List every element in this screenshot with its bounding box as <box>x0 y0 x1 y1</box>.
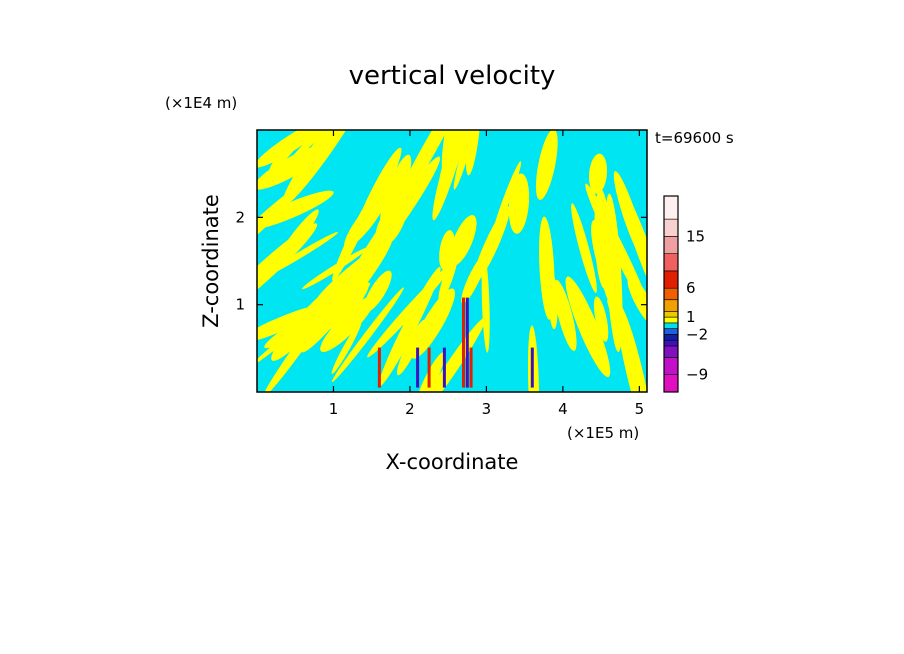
positive-band <box>389 130 468 219</box>
colorbar: 15 6 1−2 −9 <box>663 195 708 393</box>
positive-band <box>588 188 619 253</box>
colorbar-level <box>663 322 679 329</box>
colorbar-level <box>663 236 679 254</box>
positive-band <box>539 216 555 320</box>
positive-band <box>348 156 441 286</box>
positive-band <box>271 278 348 361</box>
positive-band <box>599 254 613 304</box>
colorbar-level <box>663 253 679 272</box>
colorbar-label: −2 <box>686 325 708 343</box>
colorbar-level <box>663 374 679 393</box>
positive-band <box>565 276 611 378</box>
x-tick-label: 5 <box>635 400 645 418</box>
colorbar-level <box>663 345 679 358</box>
intense-cells <box>377 297 534 388</box>
positive-band <box>481 253 490 353</box>
y-axis-label: Z-coordinate <box>199 194 223 328</box>
colorbar-level <box>663 299 679 312</box>
positive-band <box>449 215 477 266</box>
colorbar-level <box>663 339 679 347</box>
intense-cell <box>469 347 473 388</box>
positive-band <box>439 230 455 271</box>
colorbar-label: 6 <box>686 279 696 297</box>
x-tick-label: 2 <box>405 400 415 418</box>
intense-cell <box>530 347 534 388</box>
positive-band <box>353 147 402 240</box>
positive-band <box>593 296 609 342</box>
intense-cell <box>377 347 381 388</box>
chart-title: vertical velocity <box>349 61 556 91</box>
y-tick-label: 2 <box>235 208 245 226</box>
positive-band <box>588 153 608 194</box>
colorbar-frame <box>663 195 679 393</box>
positive-band <box>260 231 339 279</box>
positive-band <box>411 288 455 359</box>
y-tick-label: 1 <box>235 296 245 314</box>
positive-band <box>617 181 647 318</box>
colorbar-level <box>663 218 679 237</box>
positive-band <box>396 319 426 376</box>
positive-band <box>277 209 319 263</box>
colorbar-label: 15 <box>686 227 705 245</box>
intense-cell <box>416 347 420 388</box>
x-axis-ticks: 1 2 3 4 5 <box>329 130 644 418</box>
intense-cell <box>427 347 431 388</box>
positive-band <box>363 270 392 312</box>
positive-band <box>453 130 482 190</box>
positive-band <box>281 130 370 207</box>
y-axis-ticks: 12 <box>235 208 647 314</box>
colorbar-level <box>663 357 679 375</box>
x-tick-label: 4 <box>558 400 568 418</box>
colorbar-level <box>663 328 679 335</box>
plot-frame <box>256 129 648 393</box>
colorbar-label: 1 <box>686 308 696 326</box>
colorbar-level <box>663 287 679 301</box>
positive-band <box>320 295 376 353</box>
positive-band <box>331 287 404 383</box>
positive-band <box>461 253 487 304</box>
velocity-field <box>257 130 647 392</box>
colorbar-level <box>663 334 679 341</box>
intense-cell <box>462 297 465 388</box>
colorbar-level <box>663 270 679 289</box>
x-axis-label: X-coordinate <box>386 450 519 474</box>
positive-band <box>269 130 310 173</box>
positive-band <box>257 144 329 190</box>
time-label: t=69600 s <box>655 129 734 147</box>
positive-band <box>331 321 362 374</box>
positive-band <box>439 130 476 179</box>
positive-band <box>535 130 558 201</box>
y-scale-label: (×1E4 m) <box>165 94 237 112</box>
colorbar-level <box>663 316 679 324</box>
intense-cell <box>442 347 446 388</box>
x-scale-label: (×1E5 m) <box>567 424 639 442</box>
positive-band <box>257 190 334 230</box>
colorbar-label: −9 <box>686 366 708 384</box>
intense-cell <box>465 297 469 388</box>
positive-band <box>378 267 441 387</box>
x-tick-label: 3 <box>482 400 492 418</box>
positive-band <box>553 279 577 351</box>
x-tick-label: 1 <box>329 400 339 418</box>
positive-band <box>571 203 597 293</box>
colorbar-level <box>663 195 679 220</box>
colorbar-level <box>663 310 679 318</box>
positive-band <box>607 299 645 382</box>
positive-bands <box>257 130 647 392</box>
